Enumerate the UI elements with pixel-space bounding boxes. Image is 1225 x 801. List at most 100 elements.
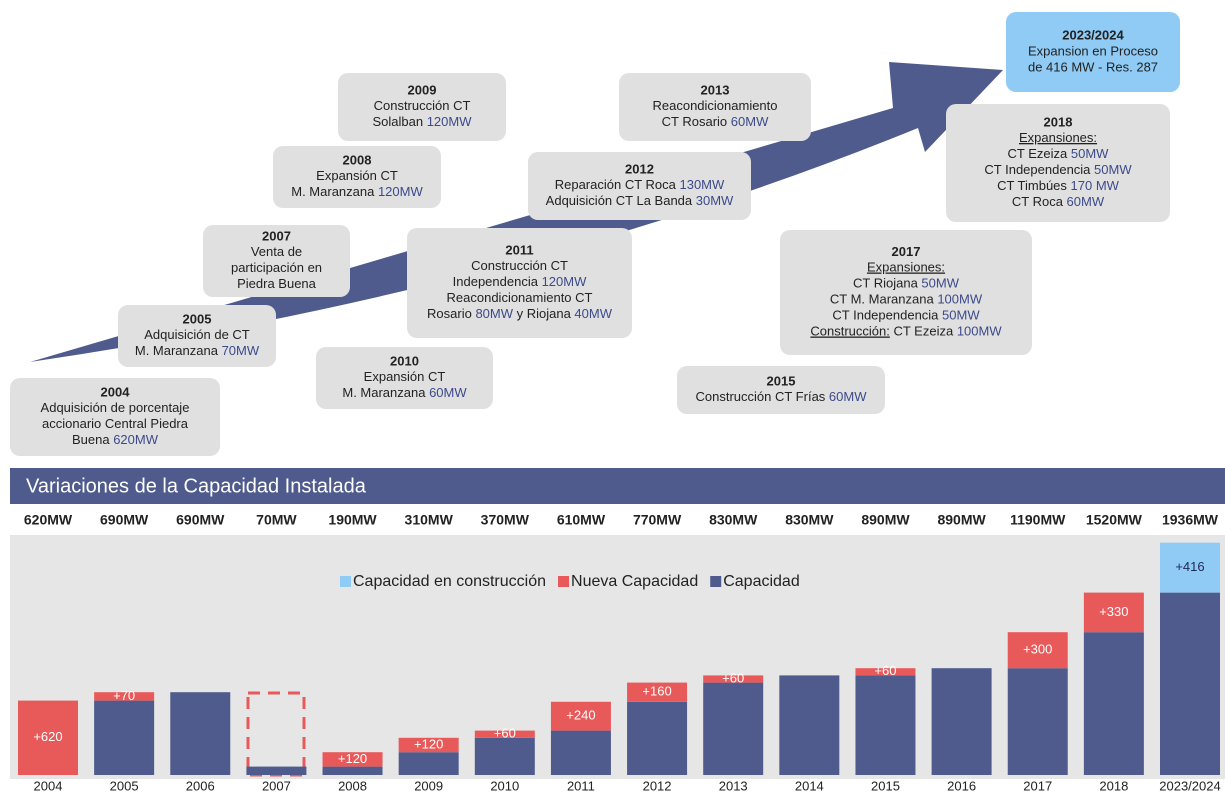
x-tick-label: 2005 xyxy=(110,778,139,793)
milestone-line: Construcción: CT Ezeiza 100MW xyxy=(810,324,1002,339)
milestone-year: 2009 xyxy=(408,82,437,97)
x-tick-label: 2007 xyxy=(262,778,291,793)
bar-segment xyxy=(931,668,992,775)
chart-title: Variaciones de la Capacidad Instalada xyxy=(26,475,367,497)
bar-segment xyxy=(550,701,611,731)
bar-segment xyxy=(246,766,307,775)
milestone-line: CT Independencia 50MW xyxy=(832,308,980,323)
total-label: 370MW xyxy=(481,512,530,528)
milestone-year: 2017 xyxy=(892,244,921,259)
total-label: 690MW xyxy=(176,512,225,528)
bar-segment xyxy=(94,692,155,701)
total-label: 610MW xyxy=(557,512,606,528)
x-tick-label: 2010 xyxy=(490,778,519,793)
milestone-line: M. Maranzana 120MW xyxy=(291,184,423,199)
milestone-line: Expansiones: xyxy=(867,260,945,275)
milestone-line: Adquisición CT La Banda 30MW xyxy=(546,193,734,208)
milestone-line: Adquisición de porcentaje xyxy=(41,400,190,415)
milestone-line: Construcción CT Frías 60MW xyxy=(696,389,868,404)
total-label: 190MW xyxy=(328,512,377,528)
timeline-arrow xyxy=(30,62,1003,362)
milestone-line: CT Timbúes 170 MW xyxy=(997,178,1120,193)
milestone-box xyxy=(528,152,751,220)
bar-segment xyxy=(1160,592,1220,775)
milestone-line: Piedra Buena xyxy=(237,276,317,291)
bar-segment xyxy=(550,730,611,775)
milestone-line: Adquisición de CT xyxy=(144,327,250,342)
x-tick-label: 2004 xyxy=(34,778,63,793)
milestone-line: Expansión CT xyxy=(364,369,446,384)
milestone-line: Expansiones: xyxy=(1019,130,1097,145)
x-tick-label: 2013 xyxy=(719,778,748,793)
milestone-line: M. Maranzana 70MW xyxy=(135,343,260,358)
x-tick-label: 2014 xyxy=(795,778,824,793)
milestone-line: Buena 620MW xyxy=(72,432,159,447)
legend-label: Capacidad en construcción xyxy=(353,573,546,590)
bar-segment xyxy=(1083,632,1144,775)
milestone-box xyxy=(780,230,1032,355)
bar-segment xyxy=(627,701,688,775)
milestone-year: 2018 xyxy=(1044,114,1073,129)
milestone-year: 2008 xyxy=(343,152,372,167)
total-label: 770MW xyxy=(633,512,682,528)
total-label: 1520MW xyxy=(1086,512,1143,528)
total-label: 890MW xyxy=(937,512,986,528)
milestone-line: Expansión CT xyxy=(316,168,398,183)
total-label: 890MW xyxy=(861,512,910,528)
x-tick-label: 2006 xyxy=(186,778,215,793)
milestone-year: 2007 xyxy=(262,228,291,243)
value-label: +60 xyxy=(722,670,744,685)
milestone-box xyxy=(203,225,350,297)
total-label: 1190MW xyxy=(1010,512,1066,528)
milestone-year: 2013 xyxy=(701,82,730,97)
milestone-line: Solalban 120MW xyxy=(372,114,472,129)
legend-swatch xyxy=(710,576,722,587)
bar-segment xyxy=(398,737,459,753)
x-tick-label: 2011 xyxy=(567,778,595,793)
x-tick-label: 2008 xyxy=(338,778,367,793)
bar-segment xyxy=(1083,592,1144,633)
total-label: 830MW xyxy=(785,512,834,528)
milestone-year: 2023/2024 xyxy=(1062,27,1124,42)
milestone-year: 2011 xyxy=(505,242,533,257)
bar-segment xyxy=(94,700,155,775)
milestone-line: Reacondicionamiento CT xyxy=(447,290,593,305)
milestone-line: accionario Central Piedra xyxy=(42,416,189,431)
x-tick-label: 2015 xyxy=(871,778,900,793)
value-label: +160 xyxy=(642,684,671,699)
total-label: 830MW xyxy=(709,512,758,528)
legend-label: Nueva Capacidad xyxy=(571,573,698,590)
bar-segment xyxy=(1007,668,1068,775)
milestone-box xyxy=(273,146,441,208)
total-label: 310MW xyxy=(405,512,454,528)
value-label: +300 xyxy=(1023,642,1052,657)
milestone-year: 2012 xyxy=(625,161,654,176)
header-bar xyxy=(10,468,1225,504)
milestone-line: Construcción CT xyxy=(471,258,568,273)
x-tick-label: 2017 xyxy=(1023,778,1052,793)
x-tick-label: 2023/2024 xyxy=(1159,778,1220,793)
milestone-year: 2015 xyxy=(767,373,796,388)
milestone-box xyxy=(1006,12,1180,92)
milestone-line: CT Ezeiza 50MW xyxy=(1008,146,1110,161)
bar-segment xyxy=(855,668,916,676)
milestone-line: Reacondicionamiento xyxy=(652,98,777,113)
milestone-year: 2010 xyxy=(390,353,419,368)
milestone-line: CT Independencia 50MW xyxy=(984,162,1132,177)
milestone-box xyxy=(118,305,276,367)
x-tick-label: 2012 xyxy=(643,778,672,793)
milestone-line: CT Roca 60MW xyxy=(1012,194,1105,209)
milestone-line: Construcción CT xyxy=(374,98,471,113)
total-label: 620MW xyxy=(24,512,73,528)
milestone-box xyxy=(677,366,885,414)
milestone-line: CT Rosario 60MW xyxy=(662,114,769,129)
value-label: +330 xyxy=(1099,604,1128,619)
bar-segment xyxy=(322,766,383,775)
bar-segment xyxy=(703,682,764,775)
milestone-line: Expansion en Proceso xyxy=(1028,43,1158,58)
milestone-line: CT M. Maranzana 100MW xyxy=(830,292,983,307)
bar-segment xyxy=(627,682,688,702)
milestone-line: CT Riojana 50MW xyxy=(853,276,960,291)
